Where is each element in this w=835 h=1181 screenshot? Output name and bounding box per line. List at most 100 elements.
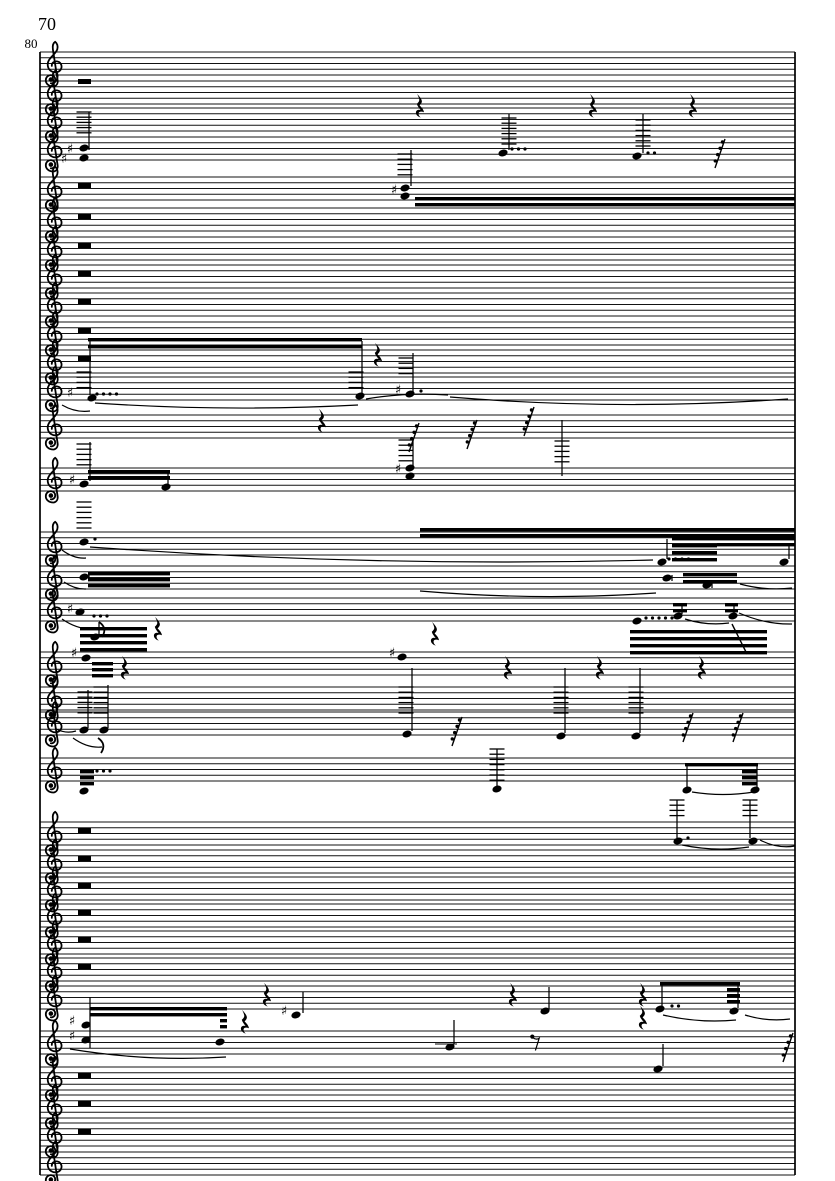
beam (742, 770, 757, 774)
thirtysecond-rest-dot (412, 430, 416, 434)
beam (92, 662, 113, 666)
treble-clef-icon (44, 700, 63, 748)
beam (220, 1019, 227, 1023)
quarter-rest (638, 1006, 647, 1030)
dot (644, 616, 648, 620)
notation-layer: ♯♯♯♯ ♯♯♯♯♯ ♯♯♯♯ (39, 40, 796, 1181)
notehead (729, 1007, 739, 1015)
whole-rest (78, 856, 91, 861)
notehead (81, 654, 91, 662)
notehead (540, 1007, 550, 1015)
thirtysecond-rest-dot (527, 414, 531, 418)
thirtysecond-rest-dot (686, 720, 690, 724)
whole-rest (78, 214, 91, 219)
thirtysecond-rest-slash (782, 1032, 794, 1063)
dot (101, 392, 106, 396)
thirtysecond-rest-dot (681, 733, 685, 737)
beam (717, 537, 795, 541)
beam (90, 1007, 227, 1011)
tie (691, 791, 755, 796)
whole-rest (78, 79, 91, 84)
beam (672, 544, 717, 548)
thirtysecond-rest-dot (781, 1053, 785, 1057)
tie (61, 618, 95, 630)
notehead (99, 726, 109, 734)
notehead (750, 786, 760, 794)
treble-clef-icon (44, 746, 63, 794)
dot (92, 614, 96, 618)
beam (80, 641, 147, 645)
notehead (653, 1065, 663, 1073)
quarter-rest (697, 656, 706, 680)
notehead (79, 726, 89, 734)
beam (415, 197, 795, 201)
notehead (402, 730, 412, 738)
thirtysecond-rest-dot (522, 427, 526, 431)
dot (652, 151, 657, 155)
notehead (79, 144, 89, 152)
beam (630, 651, 767, 655)
notehead (400, 184, 410, 192)
beam (630, 644, 767, 648)
notehead (631, 732, 641, 740)
notehead (445, 1043, 455, 1051)
beam (88, 578, 170, 582)
beam (415, 203, 795, 207)
notehead (90, 633, 100, 641)
thirtysecond-rest-dot (720, 140, 725, 144)
thirtysecond-rest-dot (457, 718, 462, 722)
treble-clef-icon (44, 640, 63, 688)
dot (670, 616, 674, 620)
dot (98, 614, 103, 618)
beam (80, 782, 94, 786)
tie (72, 737, 103, 748)
measure-number: 70 (38, 14, 56, 34)
quarter-rest (688, 94, 697, 118)
tie (738, 612, 793, 625)
whole-rest (78, 299, 91, 304)
beam (220, 1025, 227, 1029)
notehead (161, 483, 171, 491)
grace-slash (731, 623, 748, 655)
notehead (400, 192, 410, 200)
treble-clef-icon (44, 520, 63, 568)
tie (61, 549, 87, 559)
whole-rest (78, 937, 91, 942)
beam (80, 648, 147, 652)
quarter-rest (503, 656, 512, 680)
beam (88, 584, 170, 588)
notehead (291, 1011, 301, 1019)
dot (516, 147, 521, 151)
notehead (556, 732, 566, 740)
dot (95, 769, 99, 773)
sharp-accidental: ♯ (395, 462, 401, 477)
thirtysecond-rest-dot (414, 424, 419, 428)
thirtysecond-rest-dot (786, 1040, 790, 1045)
whole-rest (78, 964, 91, 969)
dot (673, 557, 678, 561)
beam (673, 609, 687, 613)
thirtysecond-rest-dot (453, 730, 457, 735)
quarter-rest (262, 983, 271, 1007)
quarter-rest (638, 983, 647, 1007)
dot (680, 557, 684, 561)
thirtysecond-rest-slash (451, 716, 463, 747)
notehead (405, 472, 415, 480)
tie (61, 404, 91, 412)
notehead (492, 785, 502, 793)
dot (686, 836, 690, 840)
system-number: 80 (25, 36, 38, 51)
whole-rest (78, 243, 91, 248)
beam (630, 630, 767, 634)
thirtysecond-rest-dot (718, 146, 722, 150)
beam (673, 603, 687, 607)
thirtysecond-rest-dot (736, 720, 740, 724)
eighth-flag (98, 621, 106, 638)
notehead (748, 837, 758, 845)
tie (739, 583, 793, 590)
eighth-rest (530, 1034, 541, 1051)
sharp-accidental: ♯ (391, 183, 397, 198)
quarter-rest (595, 656, 604, 680)
notehead (779, 558, 789, 566)
whole-rest (78, 1101, 91, 1106)
